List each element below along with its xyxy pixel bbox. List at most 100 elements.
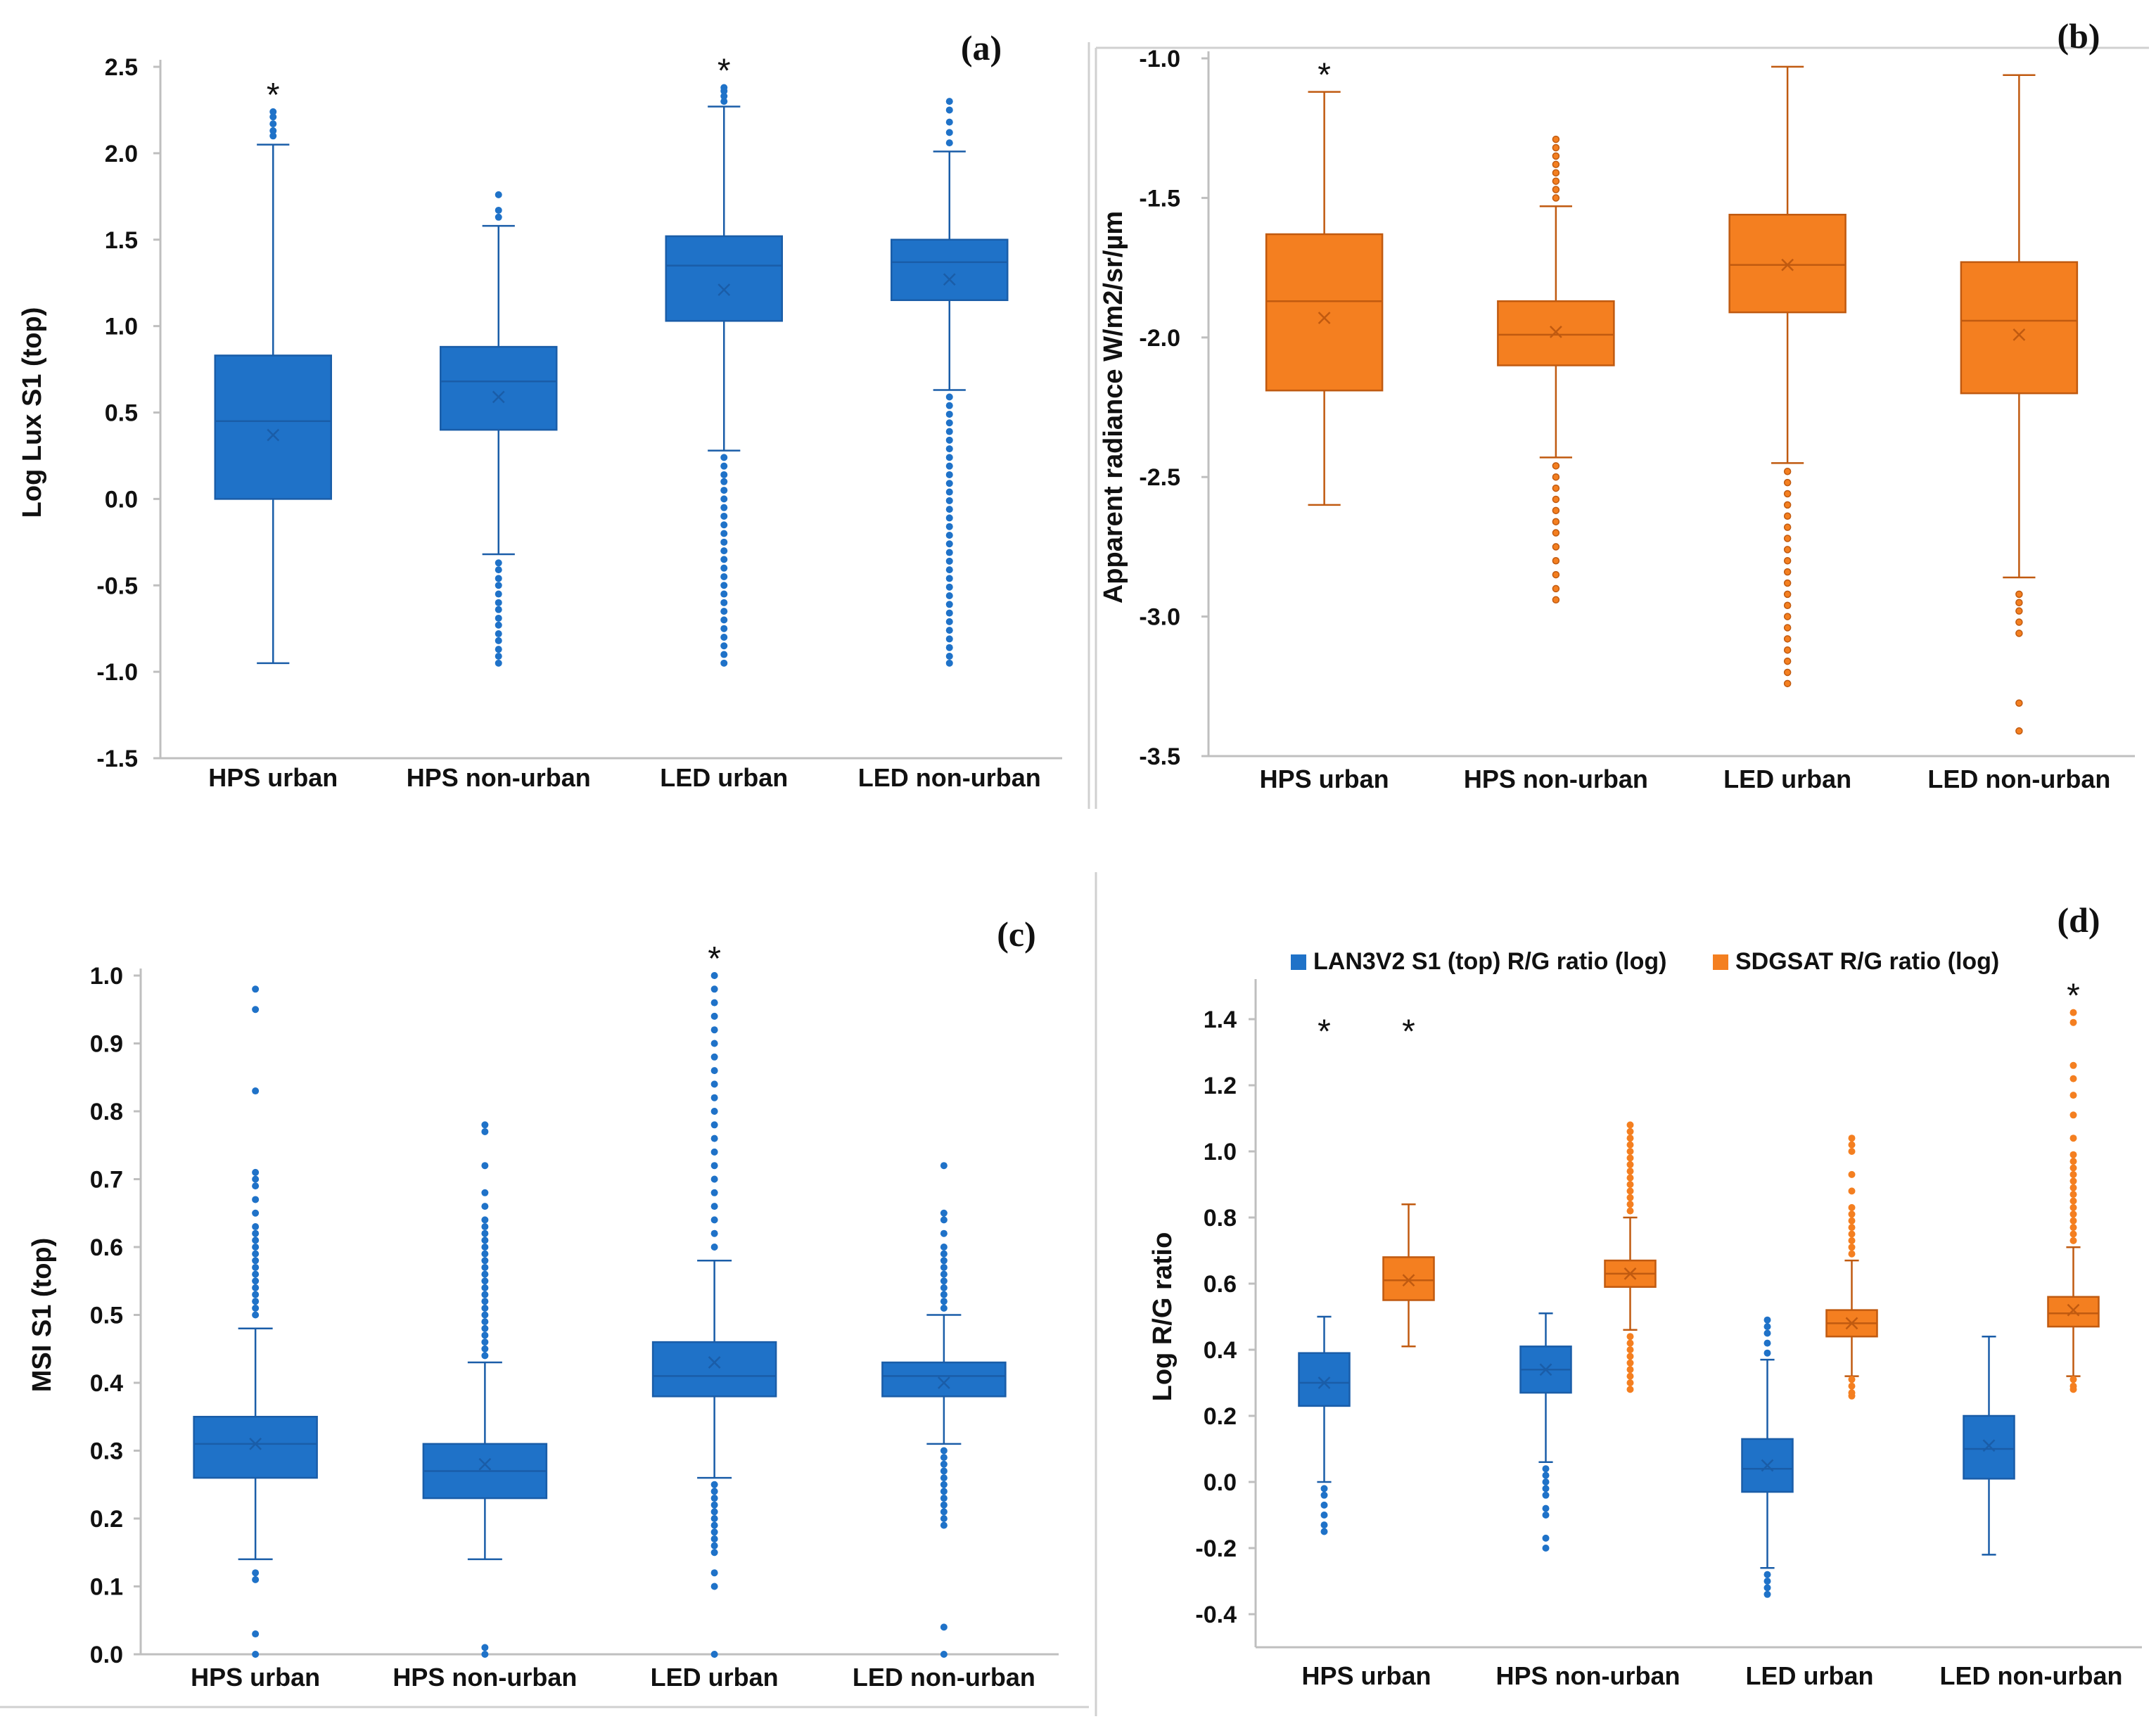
mean-marker (937, 1376, 950, 1389)
outlier-point (1783, 512, 1792, 520)
outlier-point (940, 1521, 948, 1529)
outlier-point (1848, 1148, 1856, 1155)
y-tick-label: -0.5 (96, 573, 138, 599)
outlier-point (481, 1263, 489, 1271)
y-tick-label: -0.4 (1195, 1602, 1237, 1628)
outlier-point (495, 630, 502, 638)
outlier-point (945, 583, 953, 591)
outlier-point (1542, 1545, 1550, 1552)
mean-marker (478, 1457, 492, 1471)
outlier-point (710, 1535, 718, 1542)
y-tick-label: 0.7 (90, 1167, 123, 1194)
outlier-point (940, 1508, 948, 1516)
y-axis-label: Log R/G ratio (1148, 1232, 1178, 1402)
outlier-point (2015, 727, 2023, 735)
outlier-point (269, 132, 277, 140)
outlier-point (2069, 1184, 2077, 1191)
outlier-point (495, 206, 502, 214)
outlier-point (720, 582, 728, 589)
x-tick-label: LED non-urban (858, 763, 1041, 792)
outlier-point (1763, 1323, 1771, 1331)
y-tick-label: 1.2 (1204, 1073, 1237, 1099)
y-tick-label: 0.0 (90, 1642, 123, 1668)
panel-label: (b) (2057, 16, 2100, 56)
outlier-point (720, 659, 728, 667)
outlier-point (481, 1121, 489, 1129)
outlier-point (1542, 1465, 1550, 1473)
y-tick-label: 2.0 (105, 141, 138, 167)
outlier-point (1763, 1349, 1771, 1357)
outlier-point (495, 637, 502, 644)
outlier-point (720, 556, 728, 563)
outlier-point (710, 1040, 718, 1047)
outlier-point (252, 1311, 260, 1319)
outlier-point (2069, 1376, 2077, 1383)
outlier-point (940, 1277, 948, 1285)
y-tick-label: 0.0 (105, 486, 138, 513)
y-tick-label: -1.0 (1139, 46, 1180, 72)
outlier-point (710, 1203, 718, 1210)
outlier-point (1552, 556, 1560, 565)
panel-a: -1.5 -1.0 -0.5 0.0 0.5 1.0 1.5 2.0 2.5 Log Lux S1… (18, 28, 1062, 792)
outlier-point (481, 1345, 489, 1353)
outlier-point (1320, 1485, 1328, 1493)
outlier-point (1552, 596, 1560, 604)
mean-marker (1402, 1274, 1415, 1287)
outlier-point (720, 495, 728, 503)
mean-marker (492, 390, 505, 404)
outlier-point (710, 1135, 718, 1142)
outlier-point (1848, 1203, 1856, 1211)
y-tick-label: 0.6 (1204, 1271, 1237, 1298)
outlier-point (495, 621, 502, 629)
y-tick-label: -0.2 (1195, 1535, 1237, 1562)
outlier-point (2069, 1164, 2077, 1172)
y-tick-label: 0.0 (1204, 1469, 1237, 1496)
outlier-point (481, 1277, 489, 1285)
outlier-point (720, 651, 728, 658)
outlier-point (720, 564, 728, 572)
outlier-point (1552, 518, 1560, 525)
x-tick-label: LED urban (1745, 1661, 1873, 1690)
box (1265, 233, 1384, 392)
outlier-point (481, 1162, 489, 1170)
outlier-point (945, 540, 953, 548)
x-tick-label: HPS non-urban (1496, 1661, 1680, 1690)
outlier-point (1763, 1590, 1771, 1598)
panel-label: (c) (997, 914, 1036, 954)
x-tick-label: LED non-urban (1927, 765, 2110, 793)
outlier-point (2069, 1217, 2077, 1225)
outlier-point (252, 1087, 260, 1095)
outlier-point (1848, 1170, 1856, 1178)
outlier-point (1552, 186, 1560, 193)
outlier-point (495, 566, 502, 574)
outlier-point (945, 514, 953, 522)
outlier-point (269, 127, 277, 134)
x-tick-label: HPS urban (1260, 765, 1389, 793)
outlier-point (481, 1304, 489, 1312)
outlier-point (252, 1284, 260, 1291)
outlier-point (710, 1488, 718, 1495)
outlier-point (2015, 599, 2023, 607)
outlier-point (481, 1244, 489, 1251)
outlier-point (1783, 613, 1792, 620)
outlier-point (481, 1250, 489, 1258)
outlier-point (1552, 543, 1560, 551)
outlier-point (945, 106, 953, 114)
outlier-point (252, 1263, 260, 1271)
outlier-point (252, 1250, 260, 1258)
outlier-point (1542, 1478, 1550, 1485)
outlier-point (1626, 1154, 1634, 1162)
y-tick-label: 1.0 (1204, 1139, 1237, 1165)
outlier-point (252, 1236, 260, 1244)
y-tick-label: -1.5 (96, 746, 138, 772)
outlier-point (940, 1284, 948, 1291)
outlier-point (2069, 1075, 2077, 1082)
outlier-point (481, 1311, 489, 1319)
outlier-point (1626, 1201, 1634, 1208)
outlier-point (710, 1651, 718, 1658)
outlier-point (1783, 523, 1792, 531)
significance-star: * (267, 77, 280, 114)
outlier-point (481, 1257, 489, 1265)
outlier-point (945, 627, 953, 634)
outlier-point (1626, 1339, 1634, 1347)
